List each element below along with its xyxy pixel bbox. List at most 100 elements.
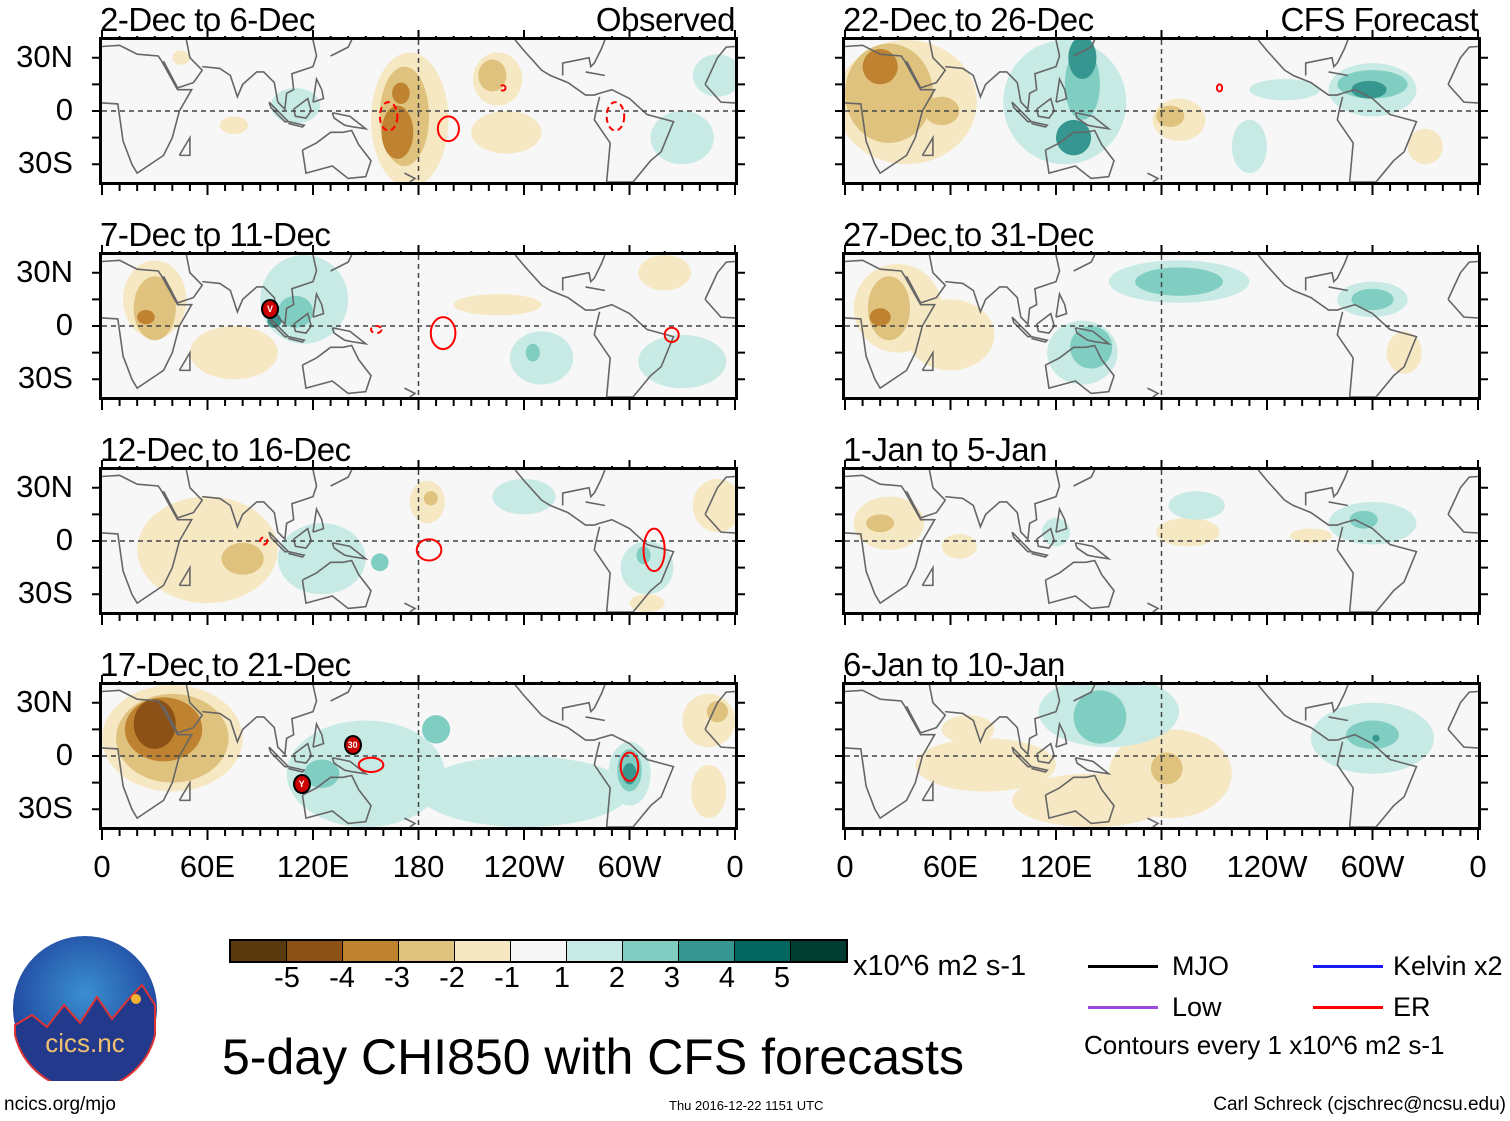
map-panel [835, 460, 1488, 625]
colorbar-tick-label: -1 [494, 962, 520, 994]
anomaly-region [423, 491, 438, 506]
colorbar-swatch [735, 941, 791, 961]
coastline [332, 543, 365, 559]
coastline [1337, 735, 1416, 827]
anomaly-region [219, 116, 248, 135]
coastline [1329, 717, 1348, 721]
coastline [1074, 255, 1095, 271]
coastline [1147, 173, 1158, 182]
coastline [1012, 102, 1031, 122]
anomaly-region [1231, 119, 1267, 174]
anomaly-region [137, 496, 278, 604]
colorbar-swatch [231, 941, 287, 961]
anomaly-region [1407, 128, 1443, 165]
colorbar-tick-label: 2 [608, 962, 626, 994]
axis-ticks [835, 675, 1488, 840]
colorbar-tick-label: 3 [663, 962, 681, 994]
panel-title: 27-Dec to 31-Dec [843, 216, 1094, 253]
lon-tick-label: 120E [1019, 849, 1093, 884]
cics-logo: cics.nc [12, 935, 158, 1092]
coastline [302, 561, 371, 609]
tropical-cyclone-icon: Y [292, 773, 311, 794]
coastline [179, 138, 190, 156]
coastline [269, 317, 288, 337]
coastline [404, 818, 415, 827]
coastline [313, 294, 324, 317]
anomaly-region [453, 294, 542, 316]
coastline [164, 40, 203, 88]
coastline [945, 470, 1059, 539]
lon-tick-label: 60W [597, 849, 662, 884]
anomaly-region [1351, 288, 1394, 311]
anomaly-region [1156, 517, 1220, 547]
coastline [1147, 818, 1158, 827]
colorbar-tick-label: -5 [274, 962, 300, 994]
colorbar-tick-label: 5 [773, 962, 791, 994]
coastline [1329, 72, 1348, 76]
lon-tick-label: 0 [93, 849, 111, 884]
panel-title: 22-Dec to 26-Dec [843, 1, 1094, 38]
legend-mjo-line [1088, 965, 1158, 968]
coastline [102, 260, 192, 388]
coastline [179, 353, 190, 371]
lon-tick-label: 60W [1340, 849, 1405, 884]
axis-ticks [92, 675, 745, 840]
coastline [404, 388, 415, 397]
coastline [845, 45, 935, 173]
coastline [302, 776, 371, 824]
lat-tick-label: 30S [17, 790, 73, 826]
tropical-cyclone-icon: V [261, 299, 280, 320]
coastline [332, 328, 365, 344]
colorbar-swatch [567, 941, 623, 961]
panel-title: 1-Jan to 5-Jan [843, 431, 1047, 468]
coastline [269, 532, 288, 552]
anomaly-region [1068, 40, 1097, 80]
coastline [922, 138, 933, 156]
anomaly-region [906, 299, 995, 371]
source-url[interactable]: ncics.org/mjo [4, 1094, 116, 1115]
axis-ticks [835, 30, 1488, 195]
coastline [945, 255, 1059, 324]
anomaly-region [629, 594, 665, 612]
lon-tick-label: 60E [179, 849, 236, 884]
lon-tick-label: 60E [922, 849, 979, 884]
coastline [594, 90, 673, 182]
lat-tick-label: 30N [16, 38, 73, 74]
coastline [1045, 346, 1114, 394]
anomaly-region [869, 308, 891, 326]
coastline [302, 346, 371, 394]
anomaly-region [478, 59, 507, 92]
coastline [1075, 113, 1108, 129]
anomaly-region [371, 553, 389, 572]
lat-tick-label: 0 [55, 307, 73, 342]
anomaly-region [172, 50, 190, 65]
er-contour-negative [260, 537, 267, 544]
coastline [331, 470, 352, 486]
coastline [922, 568, 933, 586]
lat-tick-label: 30S [17, 575, 73, 611]
colorbar-swatch [679, 941, 735, 961]
lon-tick-label: 120E [276, 849, 350, 884]
tropical-cyclone-icon: 30 [343, 734, 362, 755]
coastline [1031, 122, 1047, 127]
anomaly-region [1168, 491, 1225, 520]
coastline [907, 255, 946, 303]
coastline [269, 747, 288, 767]
coastline [331, 255, 352, 271]
anomaly-region [924, 96, 960, 126]
anomaly-region [706, 700, 728, 723]
anomaly-region [650, 111, 714, 165]
coastline [288, 767, 304, 772]
anomaly-region [392, 82, 410, 104]
legend-kelvin-label: Kelvin x2 [1393, 951, 1503, 981]
legend-er-label: ER [1393, 992, 1431, 1022]
anomaly-region [471, 111, 542, 154]
coastline [1258, 40, 1342, 95]
author: Carl Schreck (cjschrec@ncsu.edu) [1213, 1094, 1506, 1115]
anomaly-region [133, 276, 176, 341]
coastline [1074, 470, 1095, 486]
anomaly-region [1346, 720, 1399, 749]
coastline [563, 255, 605, 291]
anomaly-region [1056, 119, 1092, 156]
coastline [1056, 79, 1067, 102]
